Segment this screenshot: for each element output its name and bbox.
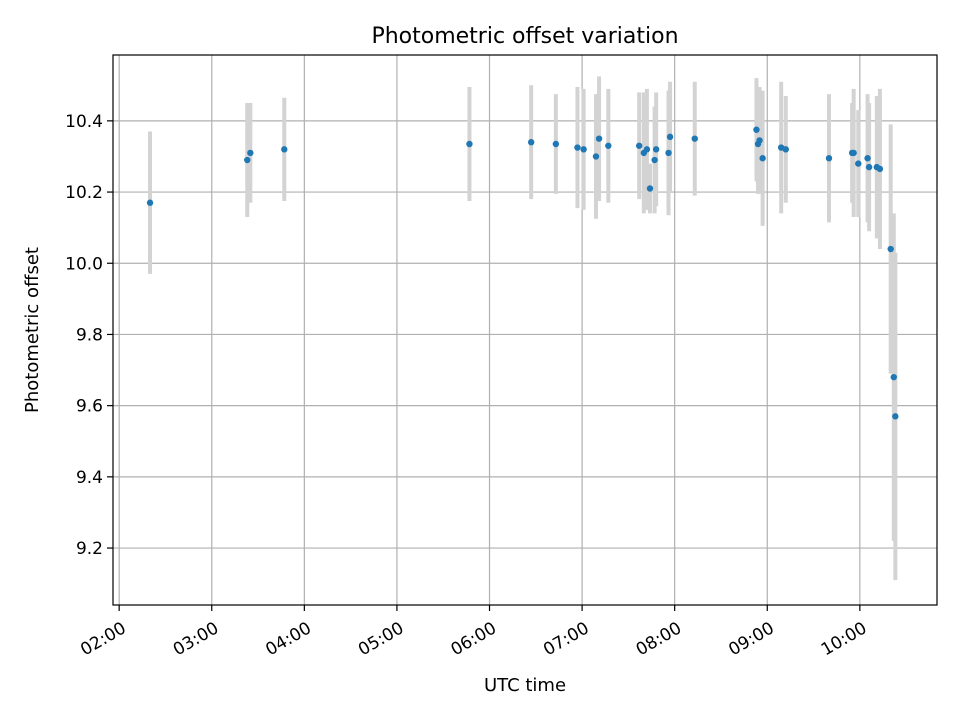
data-point-20 [691, 135, 698, 142]
data-point-29 [850, 149, 857, 157]
y-tick-label: 10.4 [65, 112, 103, 132]
data-point-35 [887, 245, 894, 253]
y-tick-label: 9.6 [76, 397, 103, 417]
data-point-1 [244, 156, 251, 164]
y-tick-label: 9.4 [76, 468, 103, 488]
data-point-8 [580, 146, 587, 153]
y-tick-label: 9.8 [76, 325, 103, 345]
data-point-14 [643, 146, 651, 153]
data-point-12 [635, 142, 643, 149]
data-point-3 [281, 146, 288, 153]
data-point-19 [666, 133, 674, 141]
data-point-9 [592, 153, 600, 160]
data-point-31 [864, 155, 871, 162]
y-tick-label: 10.2 [65, 183, 103, 203]
y-tick-label: 10.0 [65, 254, 103, 274]
data-point-7 [574, 144, 581, 151]
data-point-23 [756, 137, 763, 144]
data-point-30 [855, 160, 862, 167]
data-point-11 [605, 142, 612, 149]
data-points [146, 126, 899, 420]
y-axis-ticks: 9.2 9.4 9.6 9.8 10.0 10.2 10.4 [65, 112, 113, 559]
y-axis-label: Photometric offset [22, 247, 43, 413]
y-tick-label: 9.2 [76, 539, 103, 559]
data-point-4 [466, 140, 473, 148]
data-point-6 [552, 140, 560, 148]
plot-frame [112, 54, 938, 606]
data-point-2 [247, 149, 254, 157]
data-point-34 [876, 165, 884, 173]
data-point-24 [759, 155, 766, 162]
data-point-0 [146, 199, 154, 206]
data-point-37 [892, 413, 899, 420]
data-point-18 [665, 149, 672, 157]
data-point-21 [753, 126, 760, 133]
data-point-17 [652, 146, 660, 153]
data-point-5 [527, 139, 535, 146]
data-point-26 [782, 146, 789, 153]
chart-title: Photometric offset variation [371, 24, 678, 49]
data-point-36 [890, 373, 897, 381]
data-point-16 [651, 156, 658, 164]
data-point-10 [595, 135, 603, 142]
data-point-32 [865, 163, 873, 171]
data-point-27 [825, 155, 833, 162]
x-axis-label: UTC time [484, 675, 566, 696]
data-point-15 [646, 185, 654, 192]
